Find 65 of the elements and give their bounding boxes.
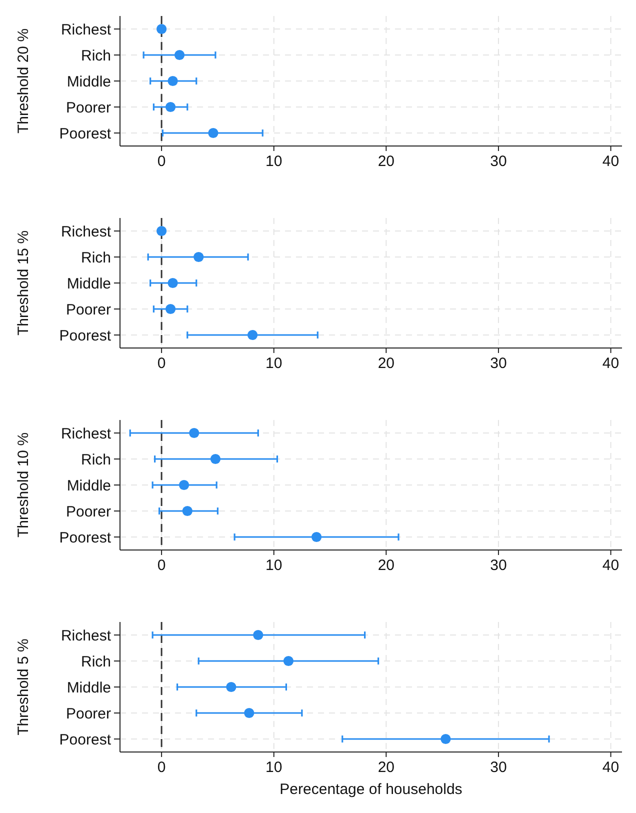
- point: [311, 532, 322, 542]
- point: [253, 630, 264, 640]
- y-tick-label: Richest: [60, 223, 112, 240]
- x-tick-label: 40: [602, 153, 620, 170]
- y-axis-title: Threshold 20 %: [15, 28, 32, 134]
- x-tick-label: 10: [266, 759, 282, 776]
- point: [182, 506, 192, 516]
- x-tick-label: 0: [157, 557, 166, 574]
- point: [194, 252, 204, 262]
- y-tick-label: Rich: [80, 47, 111, 64]
- y-tick-label: Richest: [60, 21, 112, 38]
- point: [208, 128, 218, 138]
- point: [247, 330, 258, 340]
- x-tick-label: 30: [490, 759, 507, 776]
- y-tick-label: Poorest: [59, 327, 112, 344]
- point: [165, 102, 176, 112]
- y-tick-label: Poorest: [59, 125, 112, 142]
- y-tick-label: Middle: [66, 275, 111, 292]
- point: [156, 24, 167, 34]
- y-tick-label: Richest: [60, 627, 112, 644]
- x-tick-label: 20: [378, 557, 395, 574]
- point: [210, 454, 221, 464]
- x-tick-label: 30: [490, 557, 507, 574]
- y-axis-title: Threshold 15 %: [15, 230, 32, 336]
- x-tick-label: 30: [490, 153, 507, 170]
- y-tick-label: Rich: [80, 249, 111, 266]
- y-tick-label: Middle: [66, 477, 111, 494]
- point: [244, 708, 254, 718]
- point: [156, 226, 167, 236]
- point: [174, 50, 185, 60]
- y-tick-label: Richest: [60, 425, 112, 442]
- y-tick-label: Middle: [66, 73, 111, 90]
- y-tick-label: Poorest: [59, 731, 112, 748]
- x-tick-label: 30: [490, 355, 507, 372]
- x-tick-label: 20: [378, 759, 395, 776]
- x-axis-title: Perecentage of households: [280, 781, 462, 798]
- y-tick-label: Middle: [66, 679, 111, 696]
- x-tick-label: 0: [157, 355, 166, 372]
- y-tick-label: Poorer: [66, 301, 111, 318]
- x-tick-label: 10: [266, 557, 282, 574]
- x-tick-label: 10: [266, 153, 282, 170]
- y-tick-label: Rich: [80, 451, 111, 468]
- y-axis-title: Threshold 10 %: [15, 432, 32, 538]
- y-tick-label: Rich: [80, 653, 111, 670]
- point: [440, 734, 451, 744]
- point: [189, 428, 200, 438]
- x-tick-label: 20: [378, 153, 395, 170]
- x-tick-label: 40: [602, 557, 620, 574]
- x-tick-label: 40: [602, 759, 620, 776]
- point: [165, 304, 176, 314]
- point: [226, 682, 236, 692]
- y-axis-title: Threshold 5 %: [15, 638, 32, 736]
- point: [168, 76, 178, 86]
- x-tick-label: 0: [157, 759, 166, 776]
- y-tick-label: Poorer: [66, 503, 111, 520]
- point: [168, 278, 178, 288]
- y-tick-label: Poorer: [66, 99, 111, 116]
- x-tick-label: 0: [157, 153, 166, 170]
- x-tick-label: 40: [602, 355, 620, 372]
- point: [178, 480, 190, 490]
- y-tick-label: Poorest: [59, 529, 112, 546]
- x-tick-label: 20: [378, 355, 395, 372]
- y-tick-label: Poorer: [66, 705, 111, 722]
- x-tick-label: 10: [266, 355, 282, 372]
- point: [283, 656, 294, 666]
